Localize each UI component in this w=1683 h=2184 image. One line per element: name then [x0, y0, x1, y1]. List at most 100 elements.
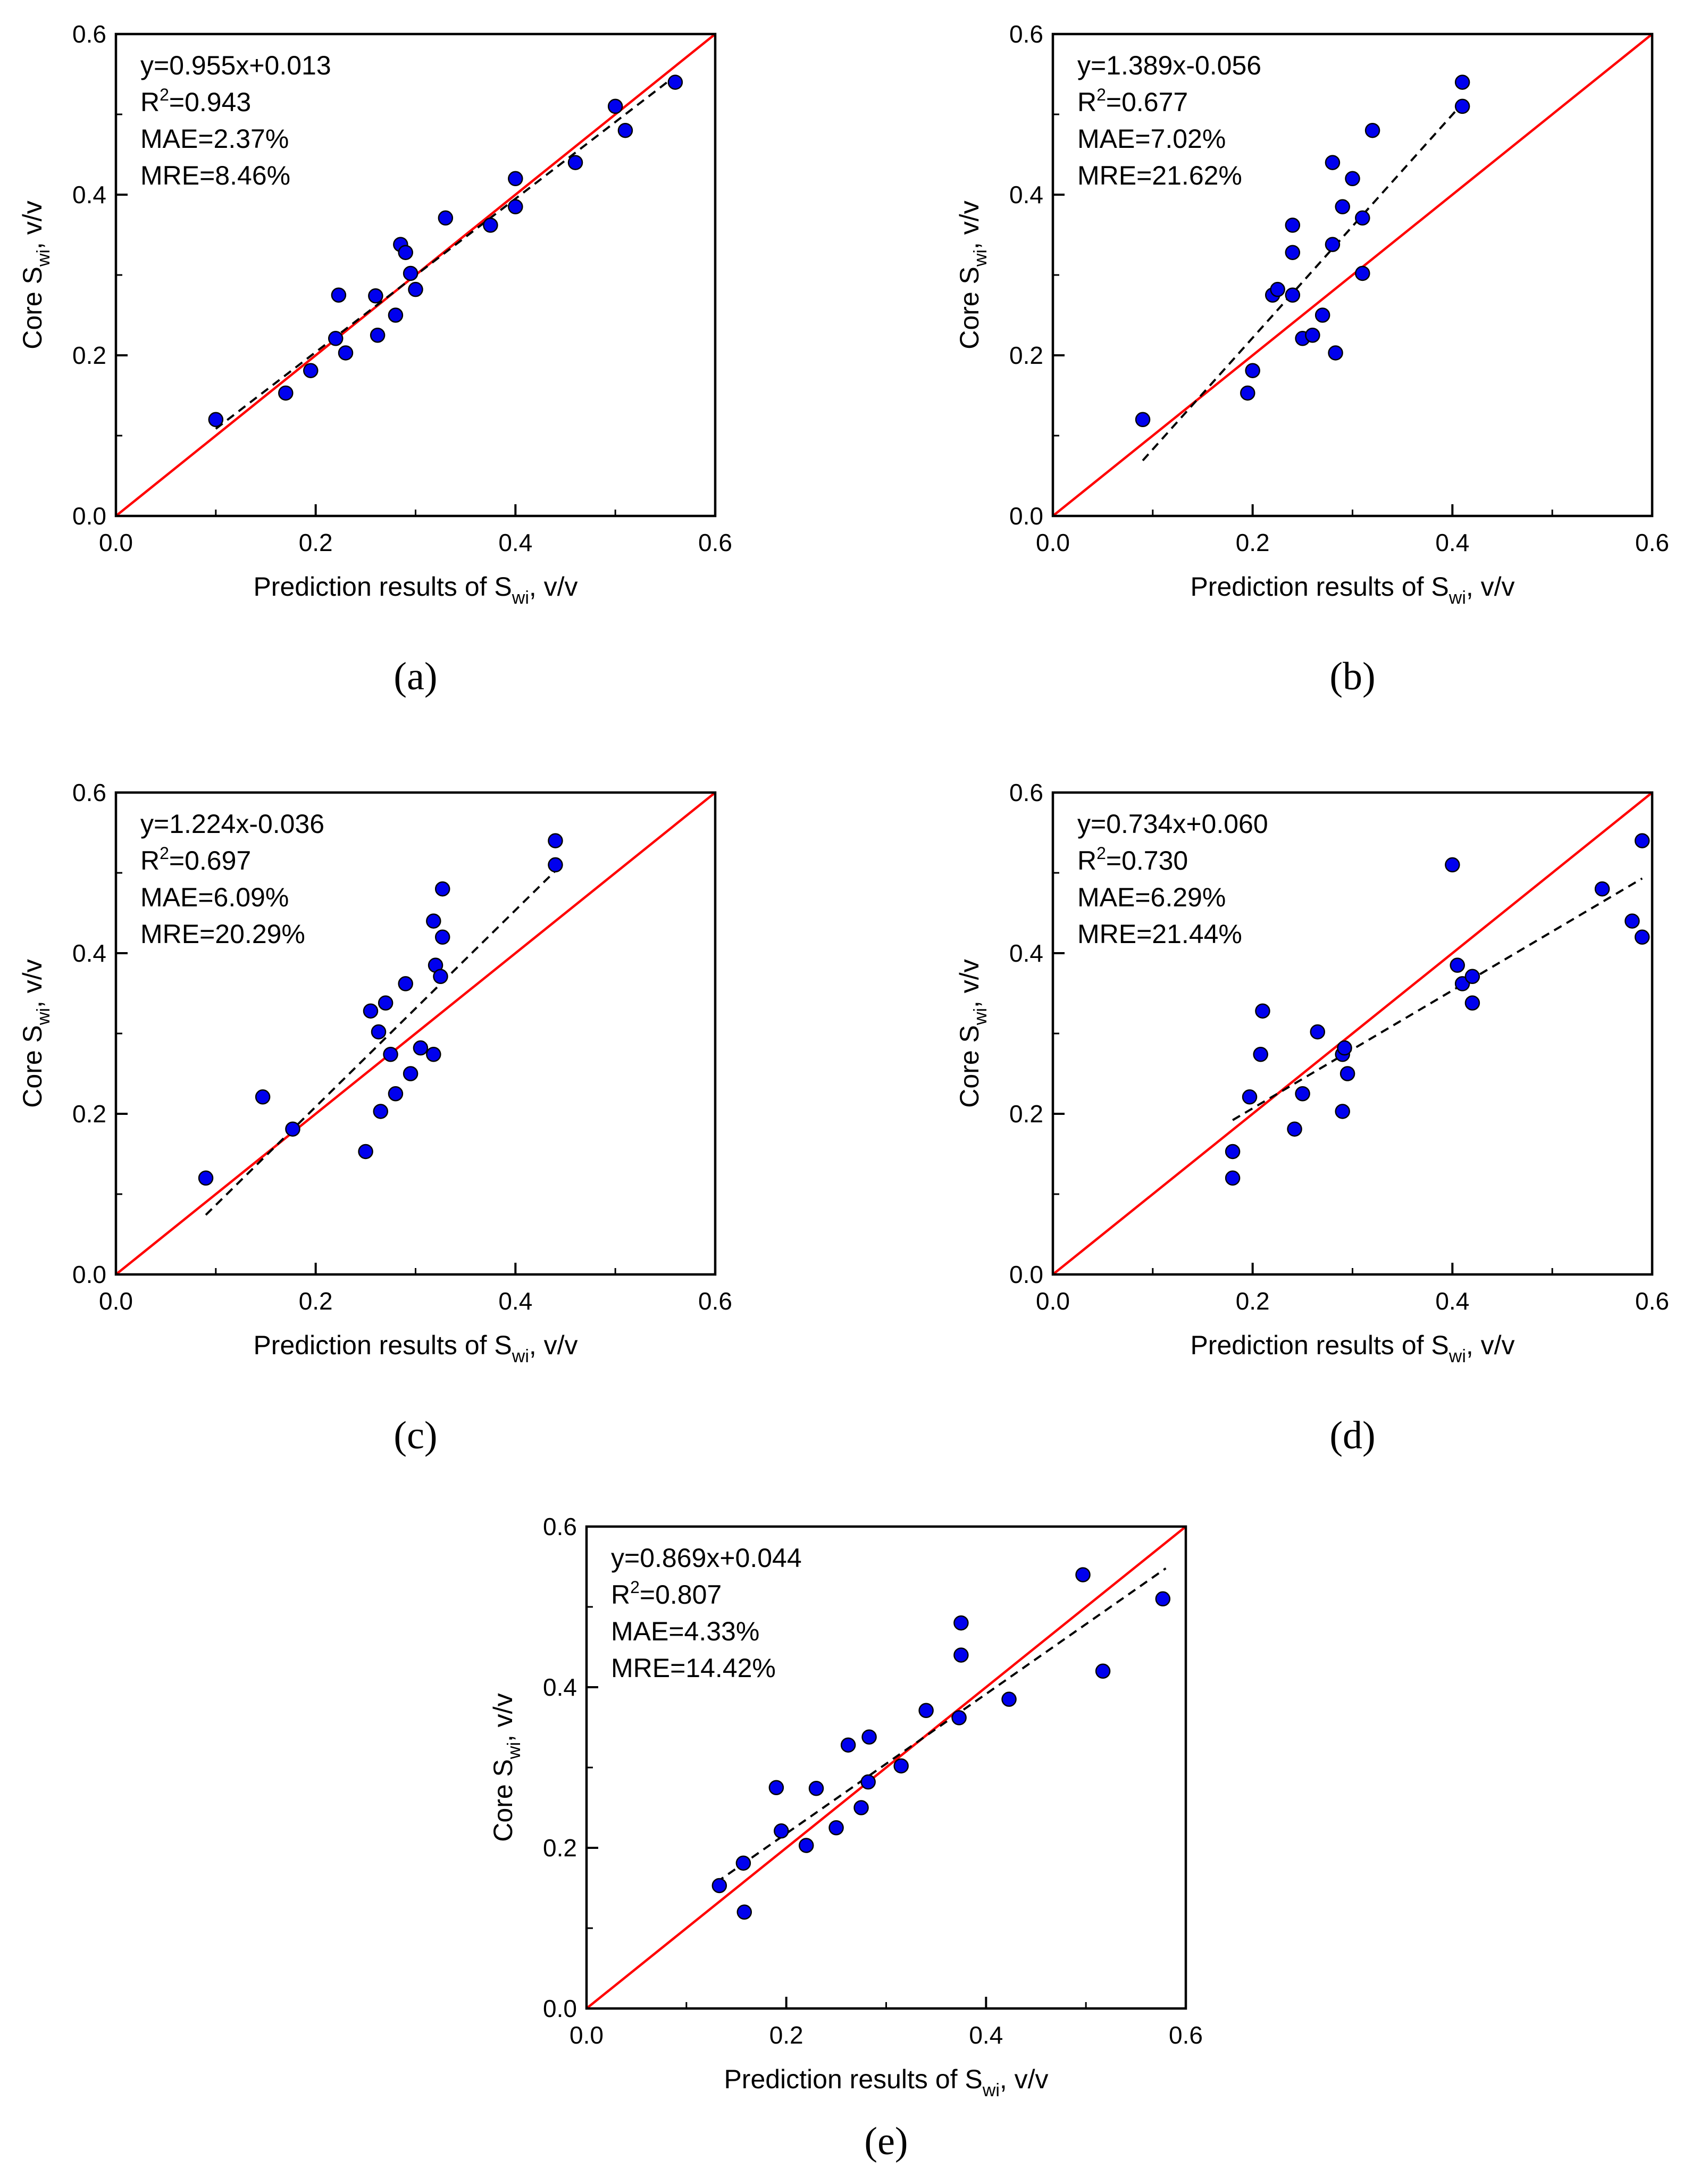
panel-b-equation: y=1.389x-0.056: [1077, 51, 1261, 80]
panel-c-x-tick-label: 0.2: [299, 1287, 333, 1315]
panel-e-x-tick-label: 0.2: [769, 2021, 803, 2049]
panel-d-data-point: [1253, 1047, 1268, 1062]
panel-c-data-point: [433, 969, 448, 985]
panel-c-data-point: [388, 1086, 404, 1102]
panel-a-data-point: [328, 331, 344, 346]
panel-a-data-point: [338, 345, 354, 361]
panel-a-data-point: [438, 210, 454, 226]
panel-e-data-point: [798, 1838, 814, 1853]
panel-e-data-point: [861, 1729, 877, 1745]
panel-c-data-point: [398, 976, 413, 991]
panel-d-y-tick-label: 0.2: [1009, 1100, 1043, 1128]
panel-e-data-point: [774, 1823, 789, 1839]
panel-e-y-tick-label: 0.0: [543, 1995, 577, 2022]
panel-c-data-point: [198, 1170, 214, 1186]
panel-b-data-point: [1240, 385, 1255, 401]
panel-b-data-point: [1325, 237, 1341, 252]
panel-b-plot-frame: [1051, 32, 1654, 518]
panel-a-data-point: [508, 171, 523, 187]
panel-a-data-point: [667, 74, 683, 90]
panel-a-x-axis-title: Prediction results of Swi, v/v: [253, 572, 577, 608]
panel-c-x-tick-label: 0.0: [99, 1287, 133, 1315]
panel-a-y-axis-title: Core Swi, v/v: [18, 201, 54, 349]
panel-a-data-point: [398, 245, 413, 260]
panel-b-data-point: [1270, 281, 1285, 297]
panel-a-data-point: [483, 218, 498, 233]
panel-a-data-point: [617, 122, 633, 138]
panel-a-x-tick-label: 0.6: [698, 529, 732, 556]
panel-b-y-tick-label: 0.6: [1009, 20, 1043, 48]
panel-d-data-point: [1337, 1040, 1352, 1056]
panel-d-data-point: [1594, 881, 1610, 897]
panel-b-x-tick-label: 0.2: [1236, 529, 1270, 556]
panel-b-y-tick-label: 0.0: [1009, 502, 1043, 530]
panel-a-data-point: [388, 307, 404, 323]
panel-a-mre: MRE=8.46%: [140, 161, 290, 190]
panel-c-x-tick-label: 0.4: [498, 1287, 532, 1315]
panel-b-data-point: [1454, 74, 1470, 90]
panel-e-data-point: [951, 1710, 967, 1725]
panel-a-plot-frame: [114, 32, 717, 518]
panel-e-data-point: [953, 1647, 969, 1663]
panel-d-label: (d): [1329, 1414, 1375, 1457]
panel-d-x-tick-label: 0.2: [1236, 1287, 1270, 1315]
panel-d-x-tick-label: 0.4: [1435, 1287, 1469, 1315]
panel-e-y-tick-label: 0.6: [543, 1513, 577, 1540]
panel-e-y-axis-title: Core Swi, v/v: [488, 1693, 524, 1841]
panel-b-data-point: [1285, 245, 1301, 260]
panel-c-data-point: [413, 1040, 429, 1056]
panel-a: 0.00.0 0.2 0.2 0.4 0.4 0.6 0.6 y=0.955x+0.013 R2…: [18, 20, 732, 698]
panel-d-x-axis-title: Prediction results of Swi, v/v: [1190, 1330, 1514, 1366]
panel-b-data-point: [1328, 345, 1343, 361]
panel-d-one-to-one-line: [1053, 793, 1652, 1274]
panel-a-data-point: [331, 287, 347, 303]
panel-a-y-tick-label: 0.2: [72, 341, 106, 369]
panel-e-data-point: [768, 1780, 784, 1795]
panel-a-y-tick-label: 0.4: [72, 181, 106, 209]
panel-c-y-axis-title: Core Swi, v/v: [18, 959, 54, 1107]
panel-c-data-point: [548, 833, 563, 848]
panel-d-y-axis-title: Core Swi, v/v: [954, 959, 991, 1107]
panel-b-data-point: [1285, 287, 1301, 303]
panel-a-data-point: [208, 412, 224, 428]
panel-a-mae: MAE=2.37%: [140, 124, 289, 154]
panel-c-data-point: [548, 857, 563, 873]
panel-b-data-point: [1355, 265, 1370, 281]
panel-b-data-point: [1335, 199, 1350, 214]
panel-b-y-axis-title: Core Swi, v/v: [954, 201, 991, 349]
panel-b-data-point: [1325, 155, 1341, 170]
panel-c-data-point: [383, 1047, 398, 1062]
panel-a-data-point: [567, 155, 583, 170]
panel-a-data-point: [508, 199, 523, 214]
panel-b-data-point: [1135, 412, 1151, 428]
panel-a-fit-line: [215, 75, 676, 430]
panel-d-data-point: [1634, 929, 1650, 945]
panel-c-data-point: [285, 1121, 300, 1137]
panel-d-data-point: [1255, 1003, 1270, 1019]
panel-d-data-point: [1335, 1104, 1350, 1119]
panel-e: 0.00.0 0.2 0.2 0.4 0.4 0.6 0.6 y=0.869x+0.044 R2…: [488, 1513, 1203, 2163]
panel-c-data-point: [434, 881, 450, 897]
panel-b-mre: MRE=21.62%: [1077, 161, 1242, 190]
panel-d-x-tick-label: 0.6: [1635, 1287, 1669, 1315]
panel-e-data-point: [735, 1855, 751, 1871]
panel-d-data-point: [1464, 969, 1480, 985]
panel-a-x-tick-label: 0.0: [99, 529, 133, 556]
panel-a-equation: y=0.955x+0.013: [140, 51, 331, 80]
panel-e-data-point: [953, 1615, 969, 1631]
panel-e-data-point: [918, 1703, 934, 1719]
panel-a-data-point: [370, 328, 386, 343]
panel-b-x-tick-label: 0.4: [1435, 529, 1469, 556]
panel-b-data-point: [1355, 210, 1370, 226]
panel-c-y-tick-label: 0.2: [72, 1100, 106, 1128]
panel-d-data-point: [1310, 1024, 1326, 1040]
panel-b-data-point: [1314, 307, 1330, 323]
panel-e-data-point: [893, 1758, 909, 1774]
panel-c-data-point: [378, 995, 393, 1011]
panel-d-data-point: [1625, 913, 1640, 929]
panel-a-y-tick-label: 0.6: [72, 20, 106, 48]
panel-a-data-point: [607, 98, 623, 114]
panel-b-data-point: [1364, 122, 1380, 138]
